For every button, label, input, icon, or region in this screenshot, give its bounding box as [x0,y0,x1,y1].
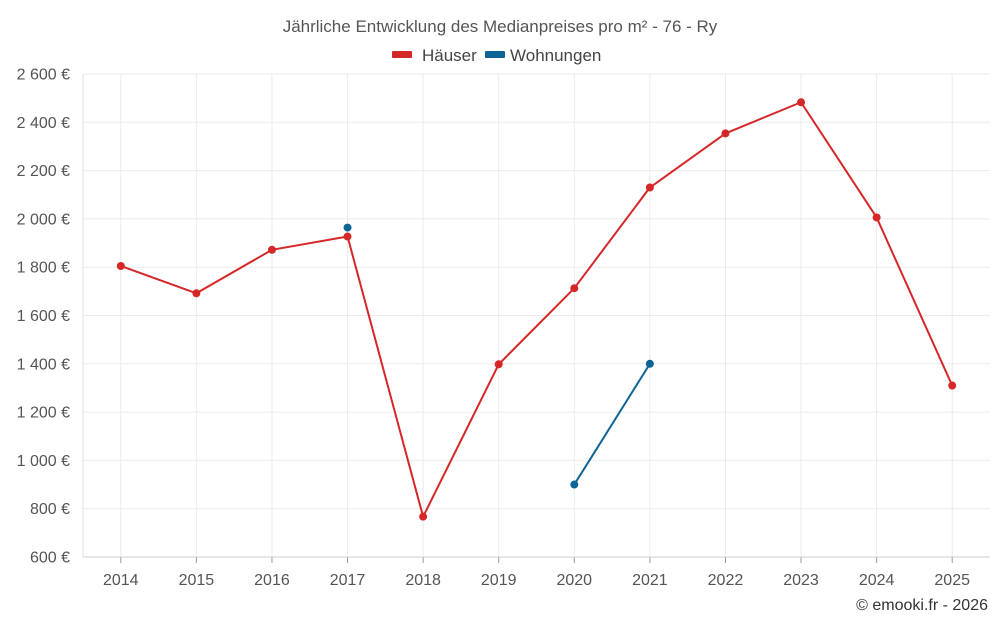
data-point-haeuser-2014[interactable] [116,261,125,270]
data-point-haeuser-2015[interactable] [192,289,201,298]
data-point-haeuser-2022[interactable] [721,129,730,138]
data-point-wohnungen-2021[interactable] [645,359,654,368]
y-axis: 600 € 800 € 1 000 € 1 200 € 1 400 € 1 600 € 1 … [17,67,84,567]
series-line-wohnungen [573,363,651,486]
series-line-haeuser [120,101,954,518]
x-tick-label: 2022 [708,572,744,589]
series-wohnungen [343,223,654,489]
x-tick-label: 2015 [179,572,215,589]
x-tick-label: 2020 [556,572,592,589]
data-point-haeuser-2019[interactable] [494,360,503,369]
y-tick-label: 2 400 € [17,115,70,132]
data-point-haeuser-2018[interactable] [419,512,428,521]
y-tick-label: 2 000 € [17,211,70,228]
x-tick-label: 2021 [632,572,668,589]
y-tick-label: 1 000 € [17,453,70,470]
x-tick-label: 2017 [330,572,366,589]
data-point-haeuser-2023[interactable] [797,98,806,107]
x-tick-label: 2018 [405,572,441,589]
data-point-wohnungen-2020[interactable] [570,480,579,489]
data-point-wohnungen-2017[interactable] [343,223,352,232]
legend-swatch-wohnungen[interactable] [485,51,505,58]
grid [83,73,990,558]
x-tick-label: 2019 [481,572,517,589]
chart-title: Jährliche Entwicklung des Medianpreises … [283,17,718,36]
x-tick-label: 2024 [859,572,895,589]
data-point-haeuser-2020[interactable] [570,284,579,293]
y-tick-label: 2 600 € [17,67,70,84]
series-layer [116,98,957,521]
data-point-haeuser-2021[interactable] [645,183,654,192]
y-tick-label: 2 200 € [17,163,70,180]
data-point-haeuser-2024[interactable] [872,213,881,222]
legend[interactable]: Häuser Wohnungen [392,46,601,65]
y-tick-label: 800 € [30,501,70,518]
series-haeuser [116,98,957,521]
x-tick-label: 2016 [254,572,290,589]
legend-swatch-haeuser[interactable] [392,51,412,58]
x-tick-label: 2014 [103,572,139,589]
x-tick-label: 2025 [934,572,970,589]
data-point-haeuser-2017[interactable] [343,232,352,241]
legend-label-haeuser[interactable]: Häuser [422,46,477,65]
legend-label-wohnungen[interactable]: Wohnungen [510,46,601,65]
x-axis: 2014 2015 2016 2017 2018 2019 2020 2021 2022 2023… [83,556,990,589]
y-tick-label: 600 € [30,550,70,567]
y-tick-label: 1 200 € [17,405,70,422]
y-tick-label: 1 800 € [17,260,70,277]
credit-text: © emooki.fr - 2026 [856,597,988,614]
data-point-haeuser-2016[interactable] [267,245,276,254]
y-tick-label: 1 600 € [17,308,70,325]
y-tick-label: 1 400 € [17,356,70,373]
x-tick-label: 2023 [783,572,819,589]
data-point-haeuser-2025[interactable] [948,381,957,390]
